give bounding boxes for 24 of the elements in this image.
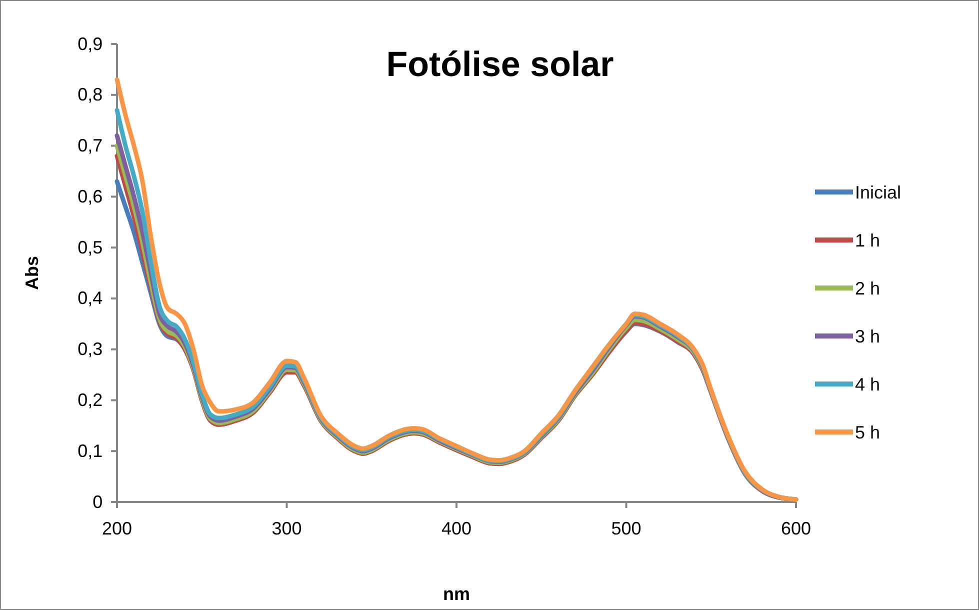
x-tick-label: 500 bbox=[611, 518, 642, 538]
legend-label: 1 h bbox=[855, 230, 880, 250]
x-tick-label: 200 bbox=[102, 518, 132, 538]
y-tick-label: 0,9 bbox=[78, 34, 103, 54]
legend-label: 3 h bbox=[855, 326, 880, 346]
legend-label: Inicial bbox=[855, 182, 902, 202]
legend-label: 2 h bbox=[855, 278, 880, 298]
y-tick-label: 0,2 bbox=[78, 390, 103, 410]
x-axis-title: nm bbox=[443, 584, 470, 604]
y-axis-title: Abs bbox=[22, 256, 42, 290]
y-tick-label: 0,7 bbox=[78, 136, 103, 156]
y-tick-label: 0,5 bbox=[78, 237, 103, 258]
x-tick-label: 400 bbox=[441, 518, 472, 538]
legend-label: 4 h bbox=[855, 374, 880, 394]
y-tick-label: 0,4 bbox=[78, 288, 103, 308]
y-tick-label: 0,8 bbox=[78, 84, 103, 105]
x-tick-label: 600 bbox=[780, 518, 812, 538]
y-tick-label: 0,3 bbox=[78, 339, 103, 360]
y-tick-label: 0 bbox=[92, 492, 103, 512]
x-tick-label: 300 bbox=[272, 518, 302, 538]
y-tick-label: 0,6 bbox=[78, 186, 103, 206]
chart-title: Fotólise solar bbox=[386, 45, 614, 84]
y-tick-label: 0,1 bbox=[78, 440, 103, 461]
legend-label: 5 h bbox=[855, 422, 880, 442]
